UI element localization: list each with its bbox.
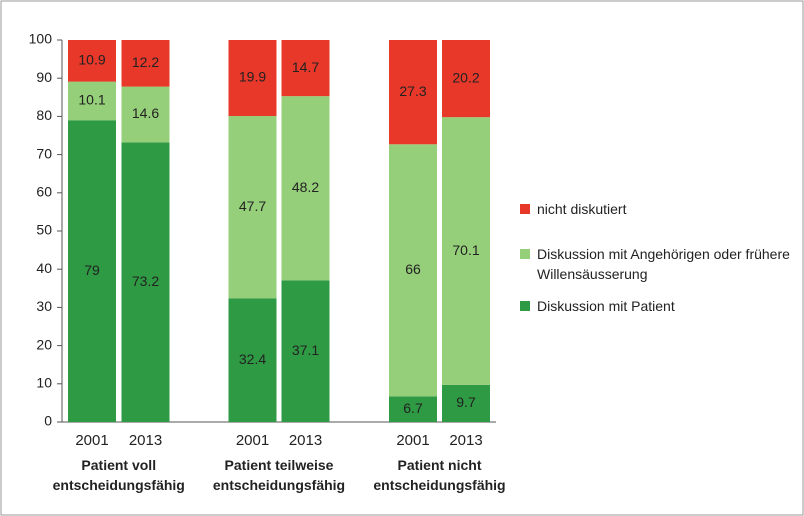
group-label: Patient teilweise entscheidungsfähig bbox=[212, 457, 346, 493]
bar-segment bbox=[281, 280, 330, 422]
x-tick-label: 2001 bbox=[75, 432, 108, 449]
y-tick-label: 20 bbox=[36, 336, 52, 352]
group-label: Patient nicht entscheidungsfähig bbox=[373, 457, 506, 493]
x-tick-label: 2013 bbox=[129, 432, 162, 449]
legend-swatch bbox=[520, 204, 530, 214]
y-tick-label: 90 bbox=[36, 69, 52, 85]
x-tick-label: 2001 bbox=[236, 432, 269, 449]
bar-segment bbox=[121, 142, 170, 422]
bar-segment bbox=[389, 396, 437, 422]
value-label: 12.2 bbox=[132, 54, 159, 70]
legend-swatch bbox=[520, 249, 530, 259]
bar-segment bbox=[228, 298, 277, 422]
legend-label: Diskussion mit Patient bbox=[537, 298, 675, 314]
bar-segment bbox=[389, 40, 437, 145]
value-label: 32.4 bbox=[239, 351, 266, 367]
bar-segment bbox=[228, 116, 277, 299]
value-label: 37.1 bbox=[292, 342, 319, 358]
y-tick-label: 60 bbox=[36, 184, 52, 200]
bar-segment bbox=[281, 40, 330, 97]
y-tick-label: 50 bbox=[36, 222, 52, 238]
bar-segment bbox=[389, 144, 437, 397]
bar-segment bbox=[442, 40, 490, 118]
legend-swatch bbox=[520, 301, 530, 311]
value-label: 20.2 bbox=[452, 69, 479, 85]
y-tick-label: 40 bbox=[36, 260, 52, 276]
value-label: 48.2 bbox=[292, 179, 319, 195]
bar-segment bbox=[68, 81, 116, 121]
x-tick-label: 2013 bbox=[289, 432, 322, 449]
bar-segment bbox=[121, 86, 170, 143]
value-label: 10.9 bbox=[78, 52, 105, 68]
bar-segment bbox=[68, 40, 116, 82]
value-label: 66 bbox=[405, 261, 421, 277]
bar-segment bbox=[228, 40, 277, 117]
value-label: 14.7 bbox=[292, 59, 319, 75]
bar-segment bbox=[442, 117, 490, 385]
value-label: 6.7 bbox=[403, 400, 423, 416]
bar-segment bbox=[68, 120, 116, 422]
x-tick-label: 2001 bbox=[396, 432, 429, 449]
value-label: 27.3 bbox=[399, 83, 426, 99]
x-tick-label: 2013 bbox=[449, 432, 482, 449]
legend-label: Diskussion mit Angehörigen oder frühere … bbox=[537, 246, 790, 282]
value-label: 9.7 bbox=[456, 394, 476, 410]
group-label: Patient voll entscheidungsfähig bbox=[52, 457, 185, 493]
value-label: 70.1 bbox=[452, 242, 479, 258]
y-tick-label: 10 bbox=[36, 375, 52, 391]
value-label: 47.7 bbox=[239, 198, 266, 214]
value-label: 73.2 bbox=[132, 273, 159, 289]
bar-segment bbox=[442, 384, 490, 422]
value-label: 19.9 bbox=[239, 69, 266, 85]
bar-segment bbox=[121, 40, 170, 87]
bar-segment bbox=[281, 96, 330, 281]
value-label: 79 bbox=[84, 262, 100, 278]
y-tick-label: 100 bbox=[29, 31, 53, 47]
y-tick-label: 0 bbox=[44, 413, 52, 429]
value-label: 14.6 bbox=[132, 105, 159, 121]
legend-label: nicht diskutiert bbox=[537, 201, 627, 217]
y-tick-label: 70 bbox=[36, 145, 52, 161]
y-tick-label: 80 bbox=[36, 107, 52, 123]
y-tick-label: 30 bbox=[36, 298, 52, 314]
value-label: 10.1 bbox=[78, 92, 105, 108]
